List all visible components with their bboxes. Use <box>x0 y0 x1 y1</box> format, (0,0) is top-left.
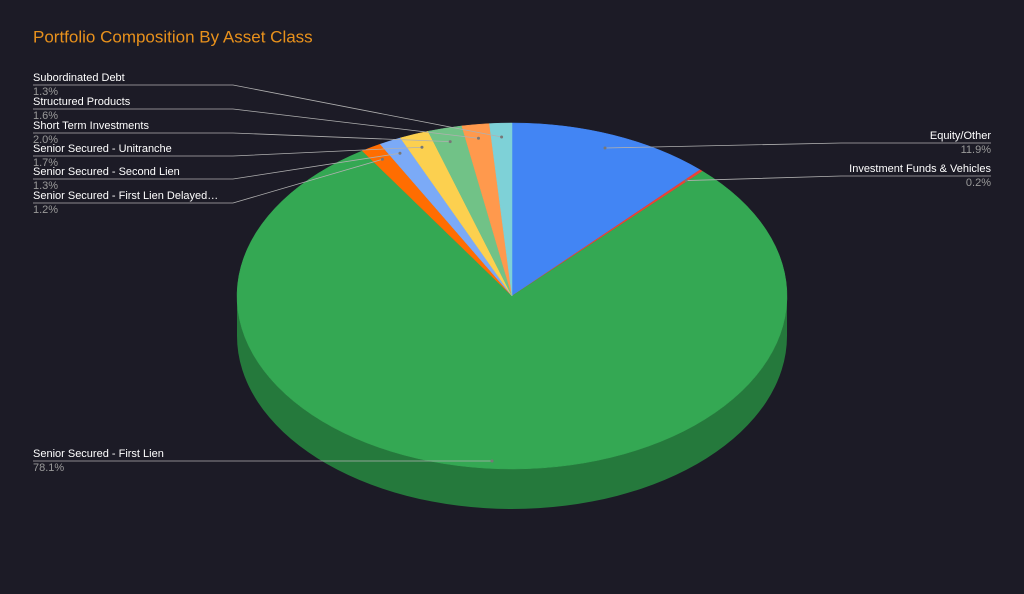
label-value: 2.0% <box>33 134 58 146</box>
leader-dot <box>476 136 480 140</box>
label-value: 1.7% <box>33 157 58 169</box>
slice <box>236 150 788 470</box>
label-name: Senior Secured - Second Lien <box>33 166 180 178</box>
leader-dot <box>500 135 504 139</box>
leader-line <box>605 142 991 149</box>
label-name: Equity/Other <box>930 130 991 142</box>
leader-dot <box>603 146 607 150</box>
label-value: 1.6% <box>33 110 58 122</box>
leader-dot <box>380 157 384 161</box>
slice <box>511 122 701 297</box>
leader-line <box>33 84 502 138</box>
leader-line <box>33 146 422 157</box>
label-name: Short Term Investments <box>33 120 149 132</box>
leader-line <box>33 108 479 139</box>
label-name: Senior Secured - Unitranche <box>33 143 172 155</box>
leader-dot <box>448 140 452 144</box>
slice <box>489 122 513 297</box>
pie-sides <box>237 296 787 509</box>
leader-line <box>33 152 401 180</box>
leader-line <box>33 132 451 143</box>
label-value: 1.3% <box>33 180 58 192</box>
label-value: 1.2% <box>33 204 58 216</box>
chart-title: Portfolio Composition By Asset Class <box>33 27 313 46</box>
label-value: 0.2% <box>966 177 991 189</box>
label-value: 1.3% <box>33 86 58 98</box>
slice-side <box>237 296 787 509</box>
pie-tops <box>236 122 788 470</box>
label-name: Senior Secured - First Lien <box>33 448 164 460</box>
label-value: 78.1% <box>33 462 64 474</box>
leader-dot <box>684 179 688 183</box>
leader-dot <box>420 145 424 149</box>
leader-dot <box>490 459 494 463</box>
leader-dot <box>398 151 402 155</box>
leader-line <box>686 175 991 181</box>
label-name: Senior Secured - First Lien Delayed… <box>33 190 218 202</box>
label-name: Investment Funds & Vehicles <box>849 163 991 175</box>
label-name: Structured Products <box>33 96 131 108</box>
labels: Equity/Other 11.9% Investment Funds & Vehi… <box>33 72 991 474</box>
label-value: 11.9% <box>961 144 992 156</box>
leader-line <box>33 158 383 204</box>
label-name: Subordinated Debt <box>33 72 125 84</box>
